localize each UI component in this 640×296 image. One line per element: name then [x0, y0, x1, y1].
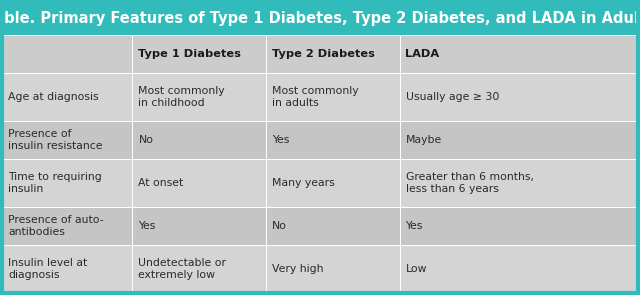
Text: Very high: Very high	[272, 264, 323, 274]
Bar	[2, 207, 132, 245]
Bar	[132, 73, 266, 121]
Text: Most commonly
in childhood: Most commonly in childhood	[138, 86, 225, 108]
Text: Table. Primary Features of Type 1 Diabetes, Type 2 Diabetes, and LADA in Adults: Table. Primary Features of Type 1 Diabet…	[0, 11, 640, 26]
Text: Yes: Yes	[272, 135, 289, 145]
Text: Type 1 Diabetes: Type 1 Diabetes	[138, 49, 241, 59]
Bar	[266, 159, 399, 207]
Bar	[266, 245, 399, 293]
Bar	[399, 245, 638, 293]
Bar	[2, 35, 132, 73]
Bar	[399, 73, 638, 121]
Bar	[132, 207, 266, 245]
Text: Many years: Many years	[272, 178, 335, 188]
Text: At onset: At onset	[138, 178, 184, 188]
Bar	[2, 2, 638, 35]
Text: Low: Low	[406, 264, 427, 274]
Text: Greater than 6 months,
less than 6 years: Greater than 6 months, less than 6 years	[406, 172, 534, 194]
Text: Presence of auto-
antibodies: Presence of auto- antibodies	[8, 215, 104, 237]
Bar	[132, 245, 266, 293]
Bar	[2, 121, 132, 159]
Bar	[2, 159, 132, 207]
Text: Maybe: Maybe	[406, 135, 442, 145]
Text: No: No	[138, 135, 154, 145]
Bar	[399, 207, 638, 245]
Bar	[266, 35, 399, 73]
Text: Most commonly
in adults: Most commonly in adults	[272, 86, 358, 108]
Text: Time to requiring
insulin: Time to requiring insulin	[8, 172, 102, 194]
Text: Yes: Yes	[406, 221, 423, 231]
Bar	[132, 35, 266, 73]
Text: Undetectable or
extremely low: Undetectable or extremely low	[138, 258, 227, 280]
Text: No: No	[272, 221, 287, 231]
Text: Insulin level at
diagnosis: Insulin level at diagnosis	[8, 258, 87, 280]
Bar	[266, 207, 399, 245]
Text: Usually age ≥ 30: Usually age ≥ 30	[406, 92, 499, 102]
Text: Type 2 Diabetes: Type 2 Diabetes	[272, 49, 375, 59]
Text: LADA: LADA	[406, 49, 440, 59]
Bar	[399, 159, 638, 207]
Bar	[2, 73, 132, 121]
Bar	[132, 159, 266, 207]
Bar	[266, 73, 399, 121]
Bar	[2, 245, 132, 293]
Text: Yes: Yes	[138, 221, 156, 231]
Bar	[399, 35, 638, 73]
Bar	[132, 121, 266, 159]
Text: Age at diagnosis: Age at diagnosis	[8, 92, 99, 102]
Bar	[399, 121, 638, 159]
Text: Presence of
insulin resistance: Presence of insulin resistance	[8, 128, 102, 151]
Bar	[266, 121, 399, 159]
